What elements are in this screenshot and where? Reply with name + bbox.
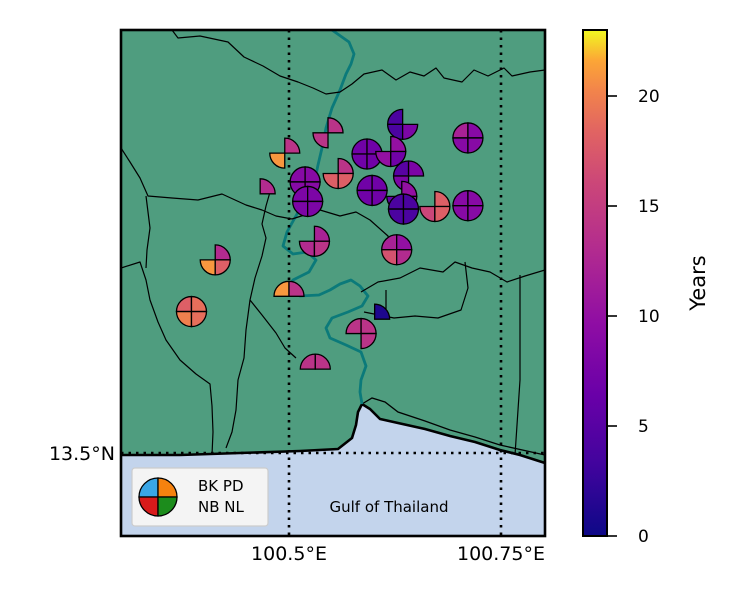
station-marker bbox=[312, 117, 344, 149]
river-chao-phraya bbox=[281, 30, 370, 405]
station-marker bbox=[381, 234, 413, 266]
station-marker bbox=[356, 174, 388, 207]
station-16-nl-wedge bbox=[467, 205, 484, 222]
sea-label: Gulf of Thailand bbox=[330, 498, 449, 516]
station-marker bbox=[298, 225, 331, 257]
lon-label-100-75: 100.75°E bbox=[457, 543, 545, 565]
station-9-pd-wedge bbox=[407, 160, 425, 177]
colorbar: 0 5 10 15 20 Years bbox=[582, 29, 710, 547]
lon-label-100-5: 100.5°E bbox=[251, 543, 327, 565]
station-marker bbox=[292, 185, 324, 218]
colorbar-tick-label: 10 bbox=[638, 307, 660, 327]
station-21-nl-wedge bbox=[190, 310, 208, 328]
station-20-pd-wedge bbox=[288, 280, 305, 297]
station-17-nl-wedge bbox=[313, 240, 331, 257]
colorbar-label: Years bbox=[686, 255, 710, 311]
station-marker bbox=[299, 353, 331, 370]
station-2-pd-wedge bbox=[284, 137, 301, 154]
station-marker bbox=[199, 244, 231, 276]
station-marker bbox=[387, 193, 420, 225]
legend: BK PD NB NL bbox=[131, 467, 269, 527]
station-4-nl-wedge bbox=[467, 137, 484, 154]
station-marker bbox=[373, 303, 391, 320]
station-23-nl-wedge bbox=[360, 332, 377, 350]
station-marker bbox=[375, 135, 407, 168]
map-frame bbox=[119, 28, 547, 538]
station-marker bbox=[392, 160, 425, 192]
station-1-nb-wedge bbox=[312, 132, 329, 149]
station-marker bbox=[419, 190, 451, 223]
colorbar-ticks: 0 5 10 15 20 bbox=[607, 87, 660, 547]
station-11-pd-wedge bbox=[259, 178, 276, 195]
map-area bbox=[121, 30, 545, 536]
station-marker bbox=[452, 122, 484, 154]
colorbar-tick-label: 5 bbox=[638, 417, 649, 437]
coastline-inner bbox=[361, 397, 545, 456]
station-marker bbox=[322, 157, 354, 190]
legend-quadrant-icon bbox=[138, 477, 178, 517]
legend-nl-wedge bbox=[157, 496, 178, 517]
gridlines bbox=[121, 30, 545, 536]
station-marker bbox=[175, 295, 208, 328]
station-marker bbox=[386, 108, 419, 141]
station-15-nl-wedge bbox=[434, 205, 451, 223]
station-6-nl-wedge bbox=[390, 150, 407, 168]
station-14-nl-wedge bbox=[402, 208, 420, 225]
station-10-nl-wedge bbox=[371, 189, 388, 207]
station-markers bbox=[175, 108, 484, 370]
station-2-nb-wedge bbox=[269, 152, 286, 169]
colorbar-gradient bbox=[582, 29, 608, 537]
station-18-nl-wedge bbox=[396, 249, 413, 266]
station-3-nl-wedge bbox=[401, 123, 419, 141]
colorbar-tick-label: 20 bbox=[638, 87, 660, 107]
station-marker bbox=[452, 190, 484, 222]
legend-line2: NB NL bbox=[198, 498, 245, 516]
station-8-nl-wedge bbox=[337, 172, 354, 190]
station-marker bbox=[273, 280, 305, 297]
station-12-nl-wedge bbox=[307, 200, 324, 218]
lat-label: 13.5°N bbox=[49, 443, 115, 465]
station-marker bbox=[345, 317, 377, 350]
station-22-pd-wedge bbox=[373, 303, 391, 320]
colorbar-tick-label: 0 bbox=[638, 527, 649, 547]
station-marker bbox=[259, 178, 276, 195]
station-marker bbox=[269, 137, 301, 169]
colorbar-tick-label: 15 bbox=[638, 197, 660, 217]
legend-line1: BK PD bbox=[198, 477, 244, 495]
station-24-pd-wedge bbox=[314, 353, 331, 370]
station-1-pd-wedge bbox=[327, 117, 344, 134]
station-19-nl-wedge bbox=[214, 259, 231, 276]
